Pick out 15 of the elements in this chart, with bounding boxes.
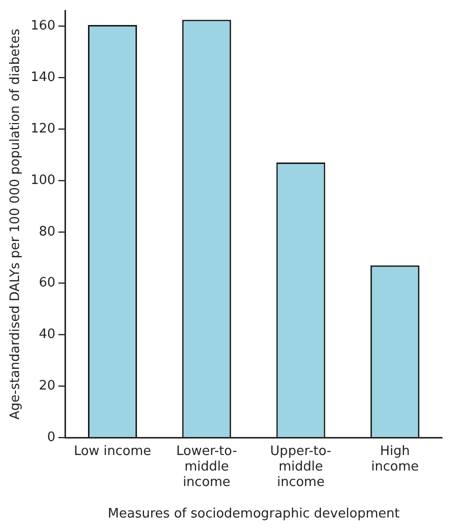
y-tick-label: 100 xyxy=(30,172,56,188)
x-tick-label: High income xyxy=(371,444,419,474)
y-tick-label: 0 xyxy=(47,430,56,445)
y-tick-label: 80 xyxy=(38,224,56,240)
y-tick-label: 40 xyxy=(38,327,56,342)
x-axis-title: Measures of sociodemographic development xyxy=(108,506,400,522)
y-tick-label: 160 xyxy=(30,18,56,34)
y-tick-label: 140 xyxy=(30,70,56,86)
y-tick-label: 60 xyxy=(38,276,56,291)
x-tick-label: Low income xyxy=(74,444,152,459)
y-axis-title: Age-standardised DALYs per 100 000 population of diabetes xyxy=(8,28,24,420)
y-tick-label: 20 xyxy=(38,378,56,394)
x-tick-label: Upper-to-middle income xyxy=(270,444,332,490)
x-tick-label: Lower-to-middle income xyxy=(176,444,238,490)
y-tick-label: 120 xyxy=(30,121,56,136)
